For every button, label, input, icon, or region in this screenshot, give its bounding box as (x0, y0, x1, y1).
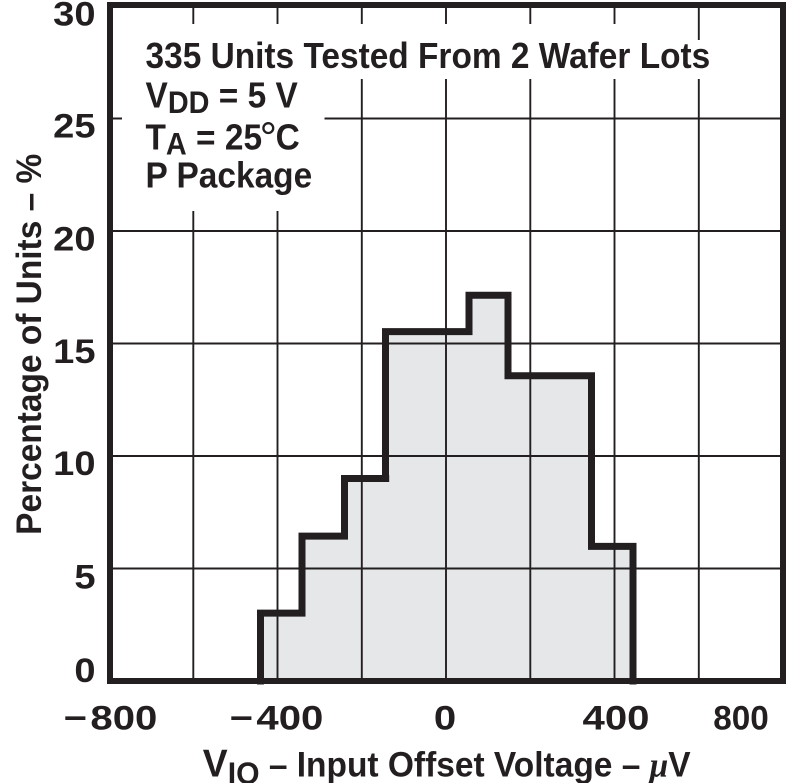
svg-text:30: 30 (53, 0, 95, 33)
svg-text:− 800: − 800 (64, 698, 158, 736)
svg-text:Percentage of Units – %: Percentage of Units – % (10, 154, 49, 535)
svg-text:− 400: − 400 (230, 698, 324, 736)
svg-text:800: 800 (713, 700, 769, 737)
svg-text:335 Units Tested From 2 Wafer: 335 Units Tested From 2 Wafer Lots (146, 36, 711, 77)
svg-text:400: 400 (583, 698, 650, 736)
svg-text:P Package: P Package (146, 155, 313, 196)
svg-text:25: 25 (53, 106, 95, 145)
svg-text:VDD = 5 V: VDD = 5 V (146, 75, 299, 120)
svg-text:15: 15 (53, 332, 95, 371)
svg-text:5: 5 (74, 558, 95, 597)
svg-text:VIO – Input Offset Voltage – μ: VIO – Input Offset Voltage – μV (203, 742, 691, 783)
svg-text:10: 10 (53, 444, 95, 483)
svg-text:0: 0 (434, 698, 456, 736)
svg-text:0: 0 (74, 651, 95, 690)
svg-text:20: 20 (53, 219, 95, 258)
